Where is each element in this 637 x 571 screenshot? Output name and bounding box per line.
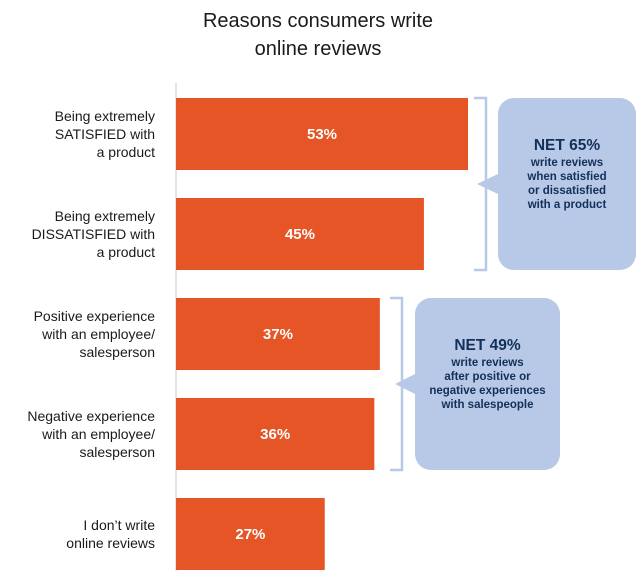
category-label-line: with an employee/ [41,426,155,442]
bar-value-label-1: 53% [307,126,337,143]
category-label-line: Being extremely [55,108,155,124]
bar-value-label-2: 45% [285,226,315,243]
bar-value-label-4: 36% [260,426,290,443]
category-label-line: online reviews [66,535,155,551]
category-label-5: I don’t write online reviews [66,517,155,551]
category-label-3: Positive experience with an employee/sale… [34,308,156,360]
category-label-line: Negative experience [27,408,155,424]
bar-value-label-3: 37% [263,326,293,343]
bar-3 [176,298,380,370]
callout-body-line: with a product [527,199,607,211]
category-label-2: Being extremely DISSATISFIED with a produc… [32,208,156,260]
bar-2 [176,198,424,270]
callout-heading-2: NET 49% [454,337,521,354]
callout-body-line: after positive or [444,371,531,383]
bar-group: 53% 45% 37% 36% 27% [176,98,468,570]
category-label-line: Being extremely [55,208,155,224]
callout-body-line: write reviews [530,157,603,169]
category-label-line: with an employee/ [41,326,155,342]
callout-body-line: with salespeople [440,399,533,411]
callout-body-2: write reviews after positive or negative e… [429,357,545,411]
callout-pointer-1 [477,173,500,195]
bar-1 [176,98,468,170]
callout-body-line: when satisfied [526,171,606,183]
category-label-line: SATISFIED with [55,126,155,142]
chart-title-line-1: Reasons consumers write [203,10,433,32]
bar-value-label-5: 27% [235,526,265,543]
bar-5 [176,498,325,570]
callout-body-line: or dissatisfied [528,185,606,197]
category-label-line: DISSATISFIED with [32,226,155,242]
callout-body-line: write reviews [450,357,523,369]
category-label-4: Negative experience with an employee/sale… [27,408,155,460]
category-label-line: a product [97,144,155,160]
callout-box-2 [415,298,560,470]
callout-group: NET 65% write reviews when satisfied or dis… [390,96,636,472]
category-label-line: a product [97,244,155,260]
category-label-line: I don’t write [83,517,155,533]
callout-box-1 [498,98,636,270]
callout-pointer-2 [395,373,417,395]
category-label-line: salesperson [80,344,156,360]
callout-body-line: negative experiences [429,385,545,397]
category-label-line: salesperson [80,444,156,460]
bar-4 [176,398,375,470]
callout-body-1: write reviews when satisfied or dissatisfi… [526,157,606,211]
callout-heading-1: NET 65% [534,137,601,154]
chart-title-line-2: online reviews [255,38,382,60]
category-label-line: Positive experience [34,308,156,324]
category-label-1: Being extremely SATISFIED with a product [55,108,155,160]
category-label-group: Being extremely SATISFIED with a productBe… [27,108,155,551]
